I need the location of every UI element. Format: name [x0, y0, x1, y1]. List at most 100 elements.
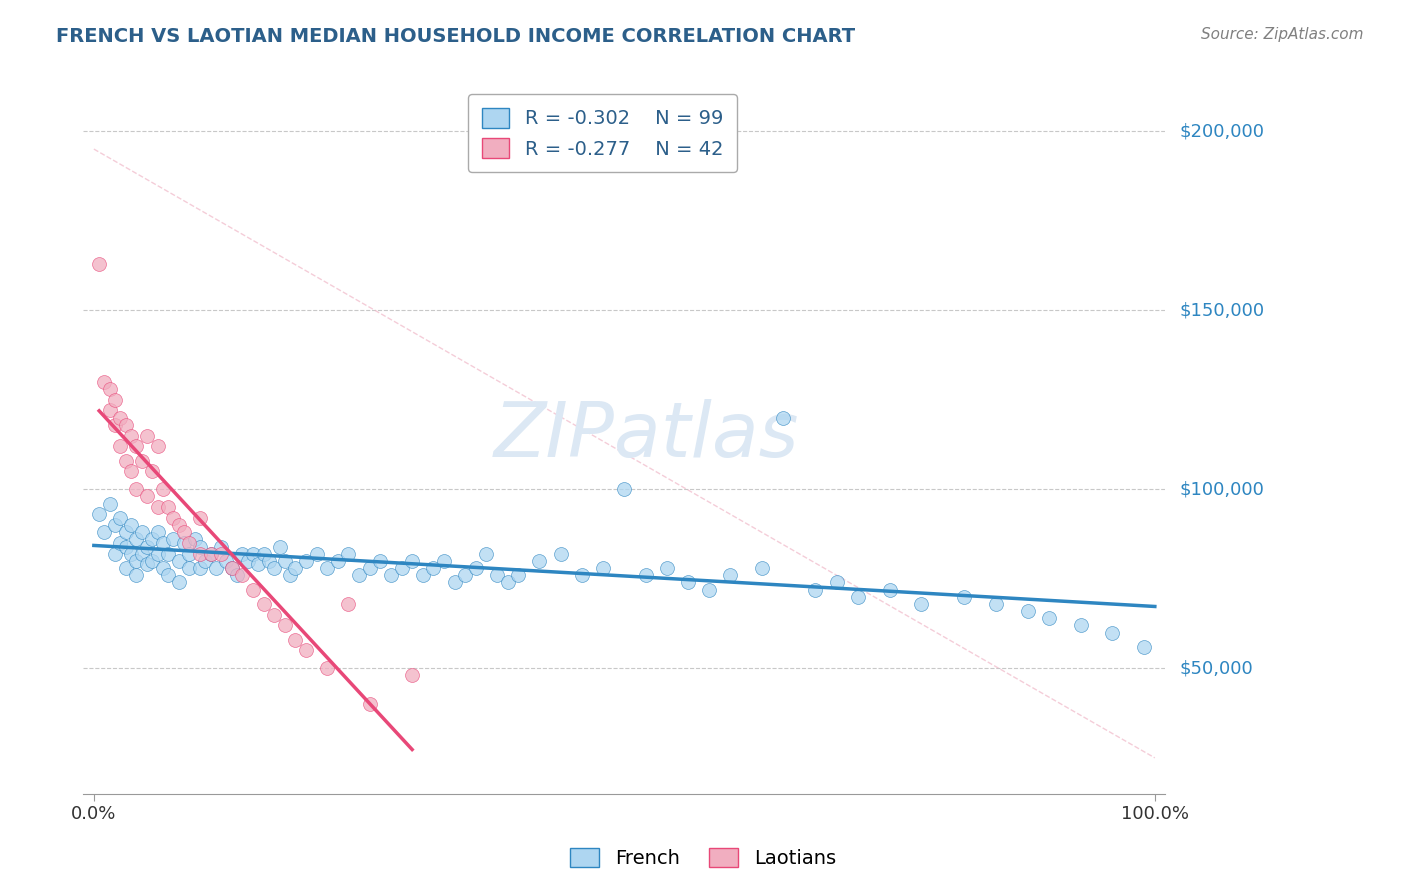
Point [984, 597, 1007, 611]
Point [93, 375, 115, 389]
Point [380, 568, 402, 582]
Point [252, 597, 274, 611]
Point [188, 561, 211, 575]
Point [120, 547, 142, 561]
Point [152, 483, 174, 497]
Text: $100,000: $100,000 [1180, 480, 1264, 499]
Point [104, 392, 127, 407]
Point [910, 597, 932, 611]
Point [242, 547, 264, 561]
Point [205, 561, 228, 575]
Legend: R = -0.302    N = 99, R = -0.277    N = 42: R = -0.302 N = 99, R = -0.277 N = 42 [468, 95, 737, 172]
Text: ZIPatlas: ZIPatlas [494, 399, 799, 473]
Point [125, 554, 148, 568]
Point [613, 483, 636, 497]
Point [316, 561, 339, 575]
Point [257, 554, 280, 568]
Point [231, 547, 253, 561]
Text: $50,000: $50,000 [1180, 659, 1253, 677]
Point [242, 582, 264, 597]
Point [167, 518, 190, 533]
Point [247, 558, 270, 572]
Point [120, 518, 142, 533]
Point [89, 508, 111, 522]
Point [720, 568, 742, 582]
Point [401, 554, 423, 568]
Point [825, 575, 848, 590]
Point [1101, 625, 1123, 640]
Point [131, 525, 153, 540]
Point [114, 417, 136, 432]
Point [104, 518, 127, 533]
Point [221, 561, 243, 575]
Point [953, 590, 976, 604]
Point [529, 554, 551, 568]
Point [146, 547, 169, 561]
Point [284, 632, 307, 647]
Point [98, 497, 121, 511]
Point [194, 554, 217, 568]
Point [110, 511, 132, 525]
Point [157, 547, 180, 561]
Point [221, 561, 243, 575]
Point [146, 500, 169, 515]
Point [1017, 604, 1039, 618]
Point [146, 525, 169, 540]
Point [131, 547, 153, 561]
Point [804, 582, 827, 597]
Point [236, 554, 259, 568]
Point [179, 547, 201, 561]
Point [226, 568, 249, 582]
Point [141, 533, 163, 547]
Point [879, 582, 901, 597]
Point [93, 525, 115, 540]
Point [200, 547, 222, 561]
Point [173, 536, 195, 550]
Point [422, 561, 444, 575]
Point [697, 582, 720, 597]
Point [1038, 611, 1060, 625]
Point [162, 533, 184, 547]
Text: Source: ZipAtlas.com: Source: ZipAtlas.com [1201, 27, 1364, 42]
Point [508, 568, 530, 582]
Point [114, 453, 136, 467]
Point [167, 554, 190, 568]
Point [146, 439, 169, 453]
Point [110, 439, 132, 453]
Point [1133, 640, 1156, 654]
Point [772, 410, 794, 425]
Point [183, 533, 205, 547]
Text: FRENCH VS LAOTIAN MEDIAN HOUSEHOLD INCOME CORRELATION CHART: FRENCH VS LAOTIAN MEDIAN HOUSEHOLD INCOM… [56, 27, 855, 45]
Point [179, 536, 201, 550]
Text: $200,000: $200,000 [1180, 122, 1264, 140]
Point [401, 668, 423, 682]
Point [200, 547, 222, 561]
Point [464, 561, 486, 575]
Point [162, 511, 184, 525]
Point [846, 590, 869, 604]
Point [141, 554, 163, 568]
Point [104, 547, 127, 561]
Point [454, 568, 477, 582]
Point [173, 525, 195, 540]
Point [114, 525, 136, 540]
Point [215, 554, 238, 568]
Point [486, 568, 509, 582]
Point [550, 547, 572, 561]
Point [135, 490, 157, 504]
Point [475, 547, 498, 561]
Point [263, 607, 285, 622]
Point [209, 547, 232, 561]
Point [125, 568, 148, 582]
Point [676, 575, 699, 590]
Point [110, 536, 132, 550]
Point [337, 547, 360, 561]
Point [152, 561, 174, 575]
Point [135, 428, 157, 442]
Point [114, 561, 136, 575]
Point [412, 568, 434, 582]
Point [295, 643, 318, 657]
Point [571, 568, 593, 582]
Point [634, 568, 657, 582]
Point [157, 500, 180, 515]
